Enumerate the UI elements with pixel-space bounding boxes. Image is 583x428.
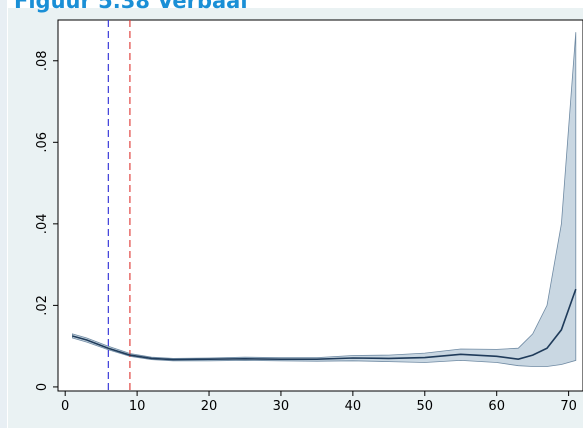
y-tick-label: .02: [35, 295, 50, 316]
reference-lines-layer: [107, 20, 131, 391]
figure-title: Figuur 5.38 Verbaal: [14, 0, 248, 13]
axes-layer: 0 10 20 30 40 50 60 70 0 .02 .04 .06 .08: [35, 20, 583, 414]
confidence-band-layer: [72, 32, 577, 367]
left-margin-strip: [0, 0, 7, 428]
y-tick-label: .08: [35, 50, 50, 71]
x-tick-label: 0: [61, 399, 69, 414]
x-tick-label: 20: [201, 399, 218, 414]
x-tick-label: 50: [417, 399, 434, 414]
x-tick-label: 60: [488, 399, 505, 414]
x-tick-label: 70: [560, 399, 577, 414]
series-line: [72, 288, 577, 361]
x-tick-label: 30: [273, 399, 290, 414]
y-tick-label: .04: [35, 214, 50, 235]
confidence-band: [72, 32, 577, 367]
y-tick-label: 0: [35, 383, 50, 391]
plot-area: [57, 19, 583, 392]
x-tick-label: 40: [345, 399, 362, 414]
y-tick-label: .06: [35, 132, 50, 153]
series-layer: [72, 288, 577, 361]
x-tick-label: 10: [129, 399, 146, 414]
